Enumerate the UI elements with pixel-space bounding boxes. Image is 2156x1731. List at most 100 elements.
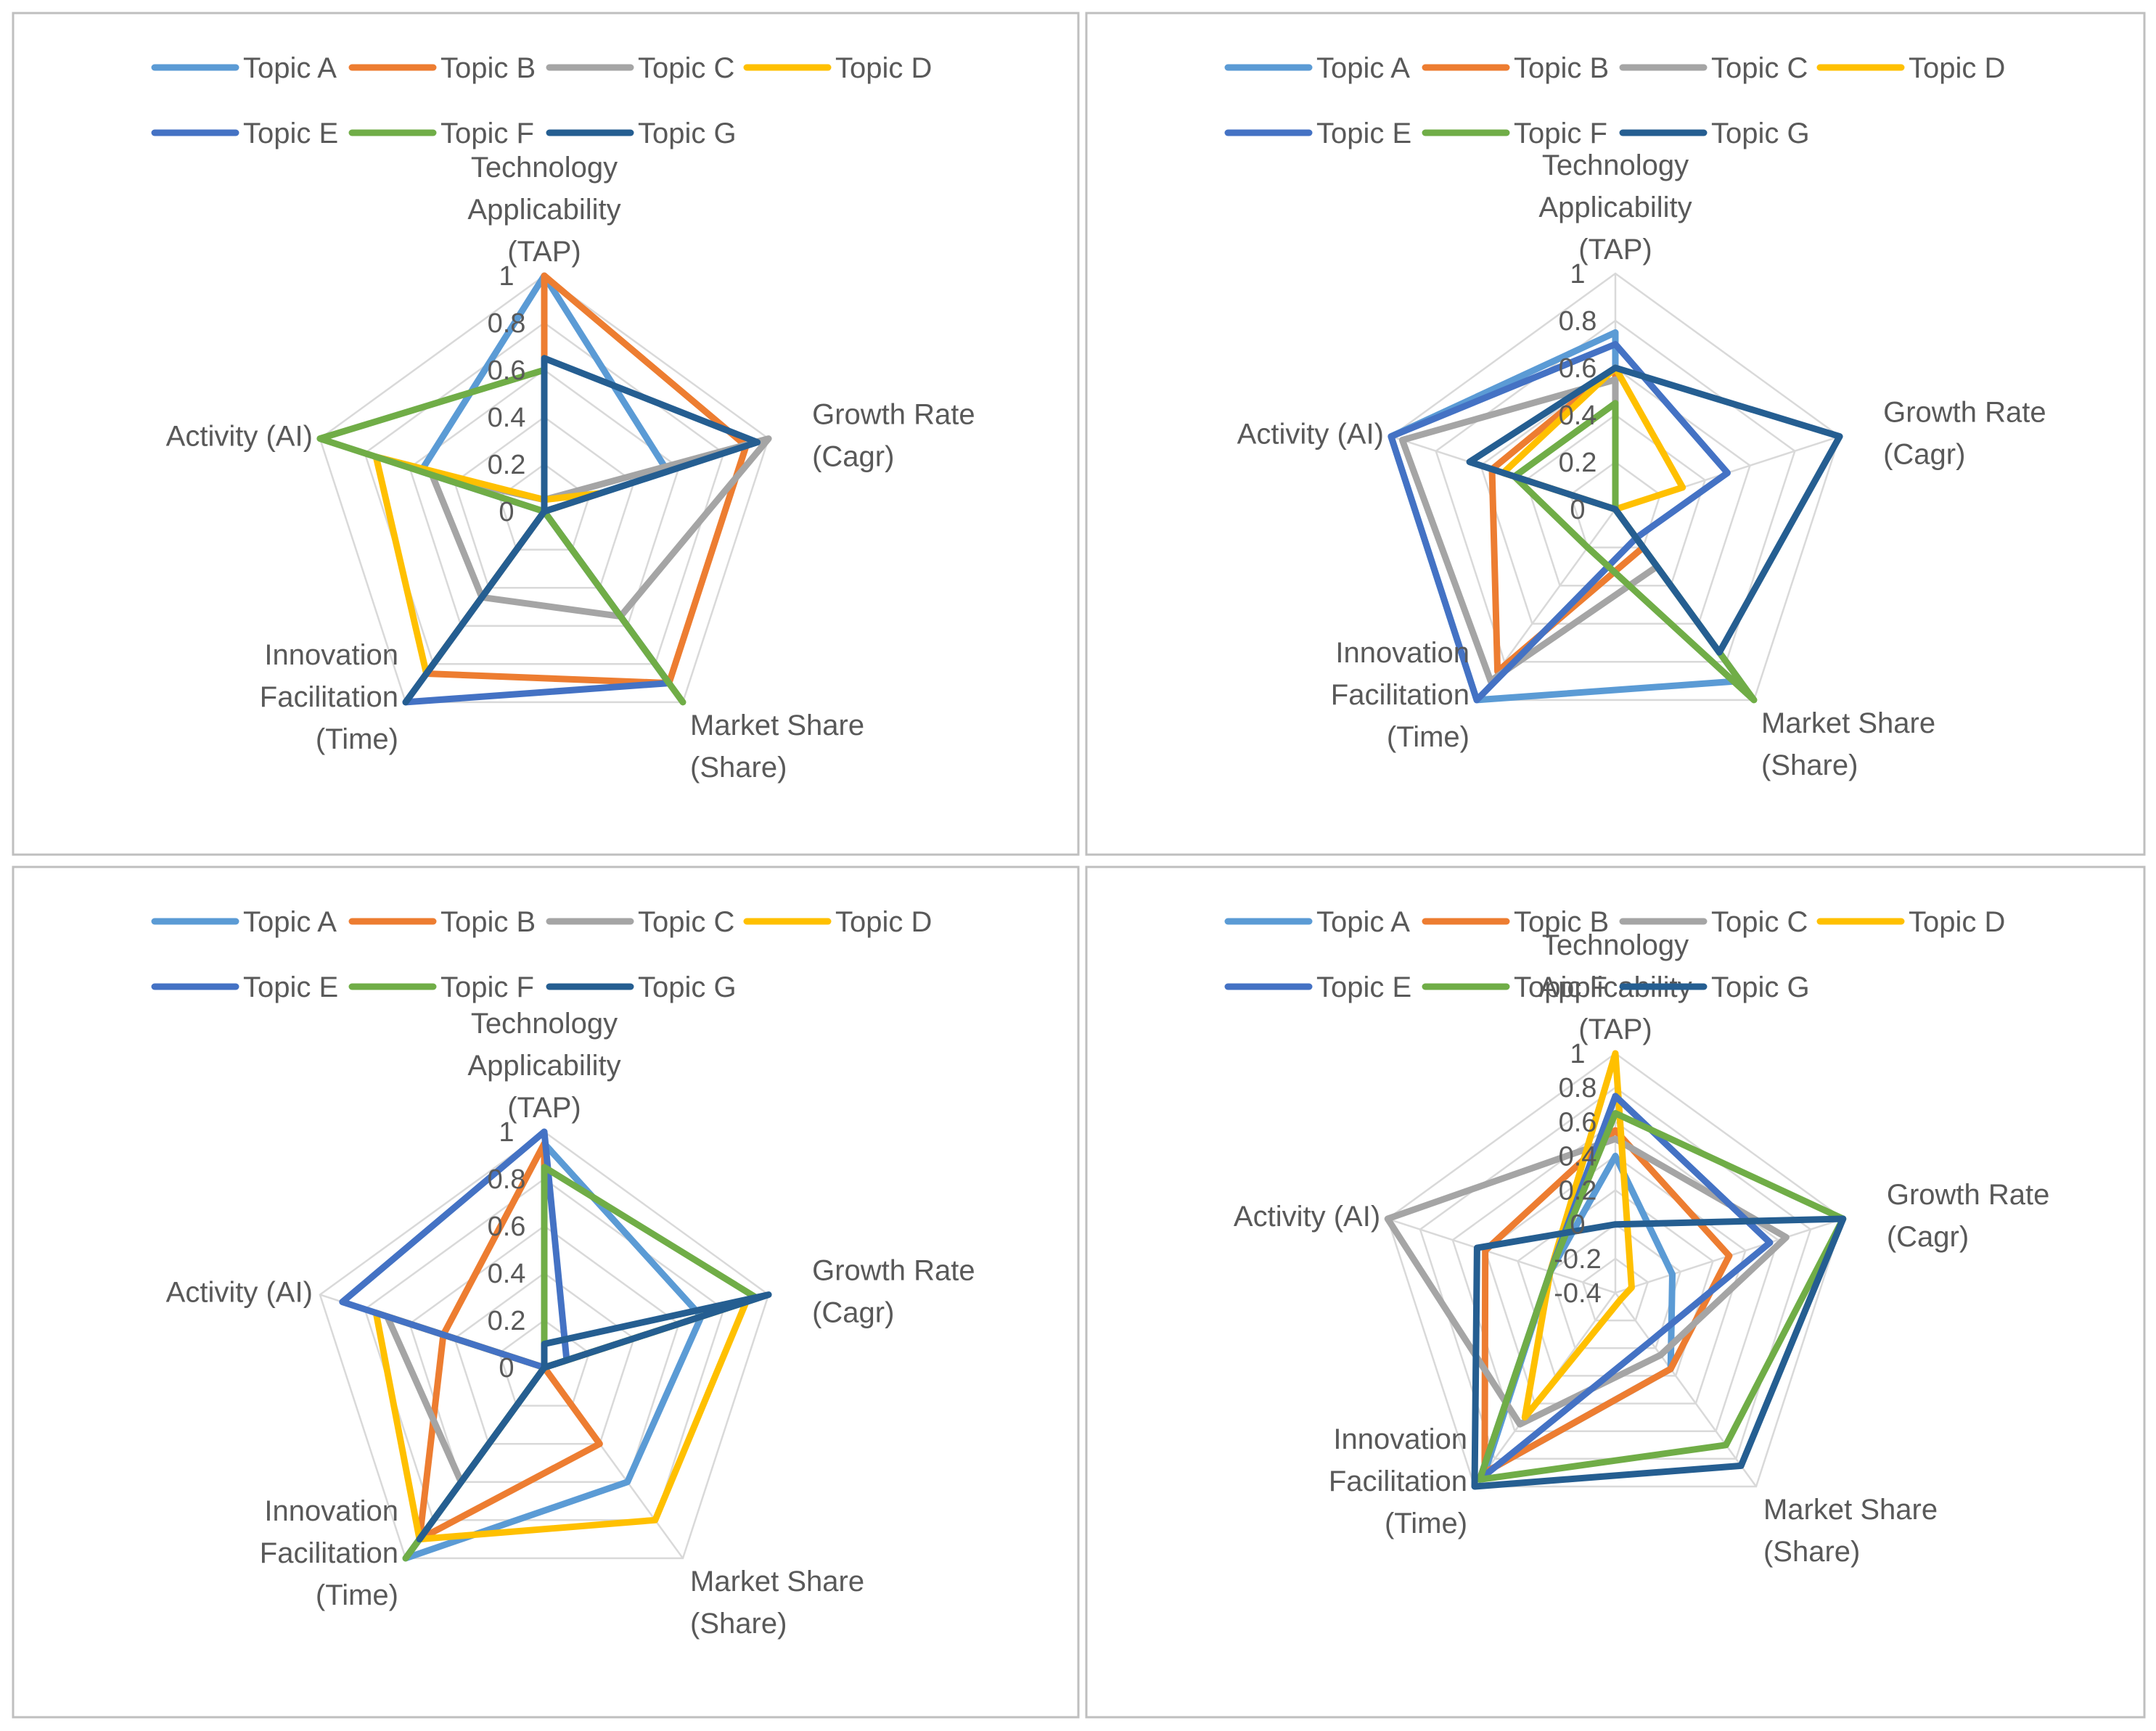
legend-label: Topic A: [1316, 906, 1410, 938]
series-topic-f: [1511, 400, 1758, 704]
gridline-ring: [498, 1319, 591, 1407]
axis-label: Innovation Facilitation (Time): [1331, 637, 1470, 753]
legend-item-topic-f: Topic F: [1422, 971, 1607, 1003]
axis-label: Activity (AI): [166, 1277, 313, 1309]
legend-label: Topic C: [638, 52, 734, 84]
tick-label: 0.8: [488, 1164, 526, 1195]
tick-label: 1: [499, 1117, 514, 1148]
axis-spoke: [1614, 1292, 1757, 1487]
axis-label: Innovation Facilitation (Time): [1329, 1423, 1467, 1539]
axis-label: Technology Applicability (TAP): [467, 1008, 620, 1124]
legend-label: Topic A: [243, 906, 337, 938]
legend-item-topic-e: Topic E: [151, 118, 338, 149]
legend-label: Topic C: [1711, 906, 1808, 938]
legend-label: Topic C: [1711, 52, 1808, 84]
legend-label: Topic G: [1711, 971, 1810, 1003]
axis-label: Activity (AI): [1237, 419, 1384, 451]
gridline-ring: [1386, 1052, 1845, 1488]
legend-item-topic-d: Topic D: [1816, 906, 2005, 938]
gridline-ring: [1435, 319, 1796, 663]
legend-item-topic-c: Topic C: [1619, 906, 1808, 938]
gridline-ring: [319, 274, 770, 704]
legend-label: Topic F: [1514, 971, 1607, 1003]
legend-label: Topic E: [1316, 118, 1411, 149]
legend-item-topic-f: Topic F: [348, 118, 534, 149]
legend-label: Topic C: [638, 906, 734, 938]
legend-item-topic-g: Topic G: [1619, 118, 1810, 149]
legend-label: Topic F: [1514, 118, 1607, 149]
legend-item-topic-e: Topic E: [1224, 971, 1411, 1003]
axis-label: Technology Applicability (TAP): [1538, 149, 1692, 266]
legend-item-topic-a: Topic A: [1224, 52, 1410, 84]
tick-label: -0.2: [1554, 1244, 1601, 1275]
legend-label: Topic B: [440, 52, 536, 84]
tick-label: 0.2: [488, 1306, 526, 1336]
legend-label: Topic F: [440, 971, 534, 1003]
axis-label: Technology Applicability (TAP): [467, 152, 620, 268]
gridline-ring: [1524, 414, 1707, 587]
axis-label: Activity (AI): [166, 421, 313, 453]
legend-item-topic-b: Topic B: [1422, 906, 1609, 938]
series-topic-b: [1481, 1127, 1733, 1476]
legend-item-topic-g: Topic G: [546, 118, 737, 149]
legend-item-topic-a: Topic A: [151, 906, 337, 938]
tick-label: 0.6: [488, 355, 526, 386]
series-topic-g: [416, 1291, 772, 1543]
legend-label: Topic D: [1909, 906, 2005, 938]
tick-label: 0.2: [488, 450, 526, 480]
gridline-ring: [319, 1130, 770, 1560]
gridline-ring: [409, 1225, 680, 1484]
tick-label: 0.6: [1559, 1107, 1597, 1138]
legend-item-topic-f: Topic F: [1422, 118, 1607, 149]
tick-label: 1: [1570, 259, 1585, 289]
legend-label: Topic E: [243, 971, 338, 1003]
legend-item-topic-e: Topic E: [151, 971, 338, 1003]
tick-label: 0: [499, 1353, 514, 1383]
legend-item-topic-a: Topic A: [151, 52, 337, 84]
series-topic-e: [1388, 341, 1731, 704]
tick-label: 0.2: [1559, 1176, 1597, 1206]
legend-label: Topic E: [243, 118, 338, 149]
legend-label: Topic D: [835, 906, 932, 938]
tick-label: 0.2: [1559, 448, 1597, 478]
legend-label: Topic G: [1711, 118, 1810, 149]
gridline-ring: [1480, 366, 1751, 625]
legend-label: Topic A: [1316, 52, 1410, 84]
axis-label: Market Share (Share): [690, 1566, 864, 1640]
tick-label: 0.4: [1559, 400, 1597, 431]
axis-label: Growth Rate (Cagr): [812, 1255, 975, 1329]
series-topic-f: [1476, 1110, 1847, 1483]
tick-label: 0.4: [488, 1259, 526, 1289]
axis-label: Market Share (Share): [1761, 707, 1935, 781]
legend-item-topic-c: Topic C: [546, 906, 734, 938]
axis-label: Market Share (Share): [1763, 1494, 1938, 1568]
legend-label: Topic B: [440, 906, 536, 938]
axis-label: Innovation Facilitation (Time): [260, 1495, 398, 1611]
tick-label: 0.6: [1559, 353, 1597, 384]
gridline-ring: [1390, 272, 1841, 702]
legend-label: Topic B: [1514, 906, 1609, 938]
axis-label: Growth Rate (Cagr): [812, 399, 975, 473]
legend-label: Topic B: [1514, 52, 1609, 84]
legend-item-topic-g: Topic G: [1619, 971, 1810, 1003]
gridline-ring: [1569, 461, 1662, 548]
legend-label: Topic E: [1316, 971, 1411, 1003]
legend-item-topic-b: Topic B: [348, 52, 536, 84]
tick-label: 0: [499, 497, 514, 527]
tick-label: 0: [1570, 495, 1585, 525]
series-topic-g: [1466, 364, 1843, 656]
tick-label: 0.8: [1559, 1073, 1597, 1103]
gridline-ring: [453, 416, 636, 589]
legend-item-topic-g: Topic G: [546, 971, 737, 1003]
legend-item-topic-c: Topic C: [546, 52, 734, 84]
legend-label: Topic F: [440, 118, 534, 149]
gridline-ring: [364, 321, 725, 665]
tick-label: 0.4: [488, 403, 526, 433]
legend-label: Topic D: [1909, 52, 2005, 84]
tick-label: 0.8: [488, 308, 526, 339]
